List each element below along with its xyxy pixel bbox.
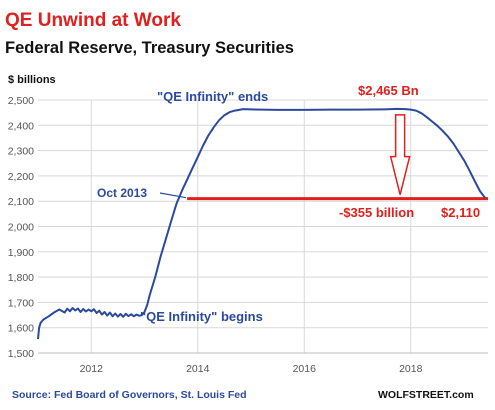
x-axis-ticks: 2012 2014 2016 2018 [80,363,423,375]
decline-arrow-group [389,114,411,195]
y-tick-label-2100: 2,100 [8,196,34,208]
x-tick-label-2018: 2018 [399,363,423,375]
y-tick-label-1700: 1,700 [8,297,34,309]
oct-2013-leader [159,192,187,199]
y-tick-label-2000: 2,000 [8,222,34,234]
y-tick-label-2400: 2,400 [8,120,34,132]
x-tick-label-2016: 2016 [293,363,317,375]
y-axis-unit: $ billions [8,74,56,86]
y-tick-label-2500: 2,500 [8,95,34,107]
annotation-qe-begins: "QE Infinity" begins [140,309,263,324]
y-tick-label-1600: 1,600 [8,323,34,335]
y-tick-label-2200: 2,200 [8,171,34,183]
series-group [37,107,487,340]
y-tick-label-1500: 1,500 [8,348,34,360]
y-tick-label-1800: 1,800 [8,272,34,284]
y-axis-ticks: 1,500 1,600 1,700 1,800 1,900 2,000 2,100 2,200… [8,95,34,360]
annotation-decline: -$355 billion [339,205,414,220]
x-tick-label-2014: 2014 [186,363,210,375]
source-note: Source: Fed Board of Governors, St. Loui… [12,389,247,401]
leader-group [159,192,187,199]
decline-arrow [389,114,411,195]
chart-subtitle: Federal Reserve, Treasury Securities [5,39,294,57]
y-tick-label-1900: 1,900 [8,247,34,259]
annotation-peak-value: $2,465 Bn [358,83,419,98]
gridlines [38,99,488,354]
x-tick-label-2012: 2012 [80,363,104,375]
annotation-qe-ends: "QE Infinity" ends [157,89,268,104]
series-line-treasury-securities [37,107,487,340]
annotation-current-value: $2,110 [441,205,480,220]
chart-title: QE Unwind at Work [5,10,181,31]
annotation-oct-2013: Oct 2013 [97,186,147,200]
y-tick-label-2300: 2,300 [8,146,34,158]
brand-logo: WOLFSTREET.com [378,389,474,401]
